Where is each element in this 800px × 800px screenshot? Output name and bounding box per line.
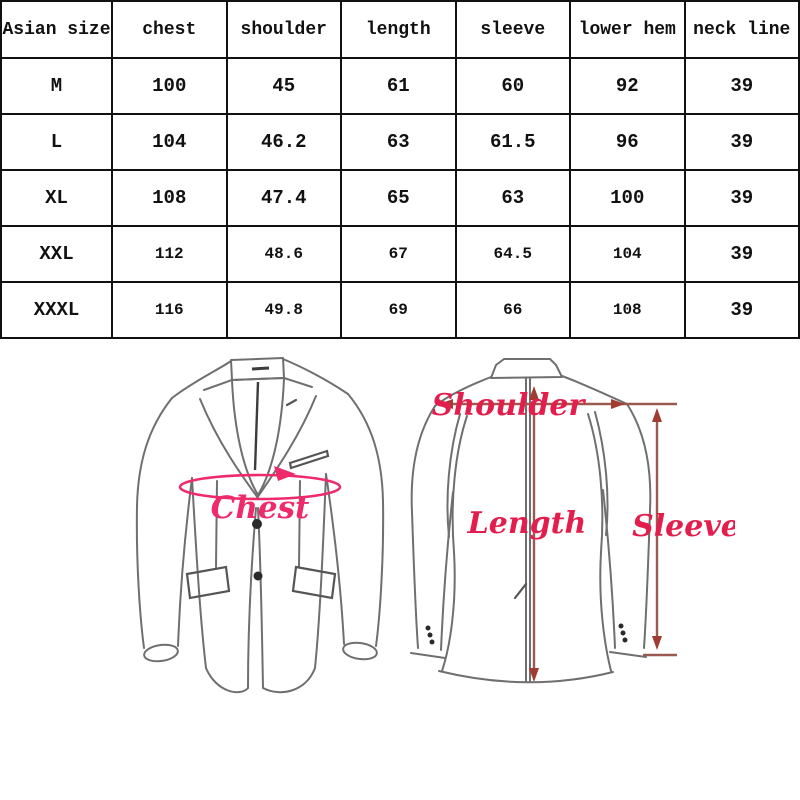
column-header-asian-size: Asian size	[0, 0, 113, 59]
size-table: Asian size chest shoulder length sleeve …	[0, 0, 800, 339]
size-label: L	[0, 113, 113, 171]
length-measure-arrow	[529, 386, 539, 682]
column-header-sleeve: sleeve	[454, 0, 571, 59]
size-cell: 61.5	[454, 113, 571, 171]
front-right-pocket-flap	[291, 565, 337, 600]
back-right-sleeve	[602, 403, 652, 658]
sleeve-measure-arrow	[643, 408, 677, 657]
size-label: M	[0, 57, 113, 115]
table-row: XXL 112 48.6 67 64.5 104 39	[0, 225, 800, 283]
back-left-sleeve	[410, 405, 454, 659]
back-vent-slash	[513, 582, 528, 600]
front-right-sleeve	[325, 393, 385, 647]
table-row: XL 108 47.4 65 63 100 39	[0, 169, 800, 227]
size-label: XXXL	[0, 281, 113, 339]
size-cell: 63	[340, 113, 457, 171]
size-cell: 39	[683, 281, 800, 339]
front-left-cuff	[143, 643, 179, 663]
size-cell: 116	[111, 281, 228, 339]
table-row: XXXL 116 49.8 69 66 108 39	[0, 281, 800, 339]
front-right-lapel	[256, 377, 317, 499]
header-row: Asian size chest shoulder length sleeve …	[0, 0, 800, 59]
size-cell: 67	[340, 225, 457, 283]
column-header-neck-line: neck line	[683, 0, 800, 59]
size-cell: 39	[683, 57, 800, 115]
front-placket-line	[253, 381, 260, 471]
table-row: L 104 46.2 63 61.5 96 39	[0, 113, 800, 171]
front-collar-dash	[251, 366, 270, 371]
front-right-cuff	[342, 641, 378, 661]
size-cell: 63	[454, 169, 571, 227]
front-left-sleeve	[135, 397, 193, 649]
sleeve-label: Sleeve	[632, 509, 735, 544]
front-right-edge	[257, 507, 264, 689]
front-left-dart	[215, 480, 218, 568]
chest-measure-ellipse	[178, 473, 342, 501]
size-cell: 47.4	[225, 169, 342, 227]
back-right-seam	[587, 411, 612, 672]
front-buttonhole-dash	[285, 398, 298, 407]
table-row: M 100 45 61 60 92 39	[0, 57, 800, 115]
size-cell: 61	[340, 57, 457, 115]
front-breast-pocket	[288, 449, 330, 470]
back-center-seam	[525, 377, 531, 683]
size-cell: 45	[225, 57, 342, 115]
size-cell: 39	[683, 169, 800, 227]
front-left-side	[191, 477, 207, 669]
size-cell: 39	[683, 113, 800, 171]
shoulder-measure-arrow	[439, 399, 677, 409]
back-collar	[490, 358, 563, 379]
chest-label: Chest	[211, 490, 310, 526]
front-right-hem	[262, 667, 316, 694]
back-hem	[438, 670, 614, 684]
size-cell: 39	[683, 225, 800, 283]
size-cell: 48.6	[225, 225, 342, 283]
front-left-shoulder	[171, 360, 232, 399]
size-cell: 64.5	[454, 225, 571, 283]
size-cell: 49.8	[225, 281, 342, 339]
size-cell: 108	[569, 281, 686, 339]
front-button-top	[252, 519, 262, 529]
size-cell: 66	[454, 281, 571, 339]
front-right-shoulder	[282, 358, 349, 395]
size-cell: 104	[111, 113, 228, 171]
size-cell: 108	[111, 169, 228, 227]
size-cell: 96	[569, 113, 686, 171]
size-cell: 104	[569, 225, 686, 283]
column-header-shoulder: shoulder	[225, 0, 342, 59]
column-header-length: length	[340, 0, 457, 59]
chest-arrowhead-icon	[274, 466, 296, 481]
column-header-chest: chest	[111, 0, 228, 59]
front-button-bottom	[253, 571, 263, 581]
front-left-edge	[247, 507, 257, 689]
size-cell: 100	[569, 169, 686, 227]
shoulder-label: Shoulder	[432, 388, 587, 423]
size-cell: 112	[111, 225, 228, 283]
size-cell: 60	[454, 57, 571, 115]
back-right-shoulder	[561, 375, 628, 405]
size-cell: 92	[569, 57, 686, 115]
back-cuff-buttons	[425, 623, 628, 645]
back-left-shoulder	[434, 376, 492, 407]
size-label: XL	[0, 169, 113, 227]
size-cell: 65	[340, 169, 457, 227]
size-label: XXL	[0, 225, 113, 283]
back-jacket-diagram: Shoulder Length Sleeve	[410, 358, 735, 684]
front-left-pocket-flap	[185, 565, 231, 600]
size-cell: 69	[340, 281, 457, 339]
front-right-dart	[298, 480, 301, 568]
front-jacket-diagram: Chest	[135, 357, 385, 694]
front-left-lapel	[199, 379, 259, 499]
length-label: Length	[467, 506, 587, 541]
front-left-hem	[205, 667, 249, 694]
back-left-seam	[441, 413, 468, 672]
front-right-side	[314, 473, 327, 669]
size-cell: 100	[111, 57, 228, 115]
size-cell: 46.2	[225, 113, 342, 171]
column-header-lower-hem: lower hem	[569, 0, 686, 59]
